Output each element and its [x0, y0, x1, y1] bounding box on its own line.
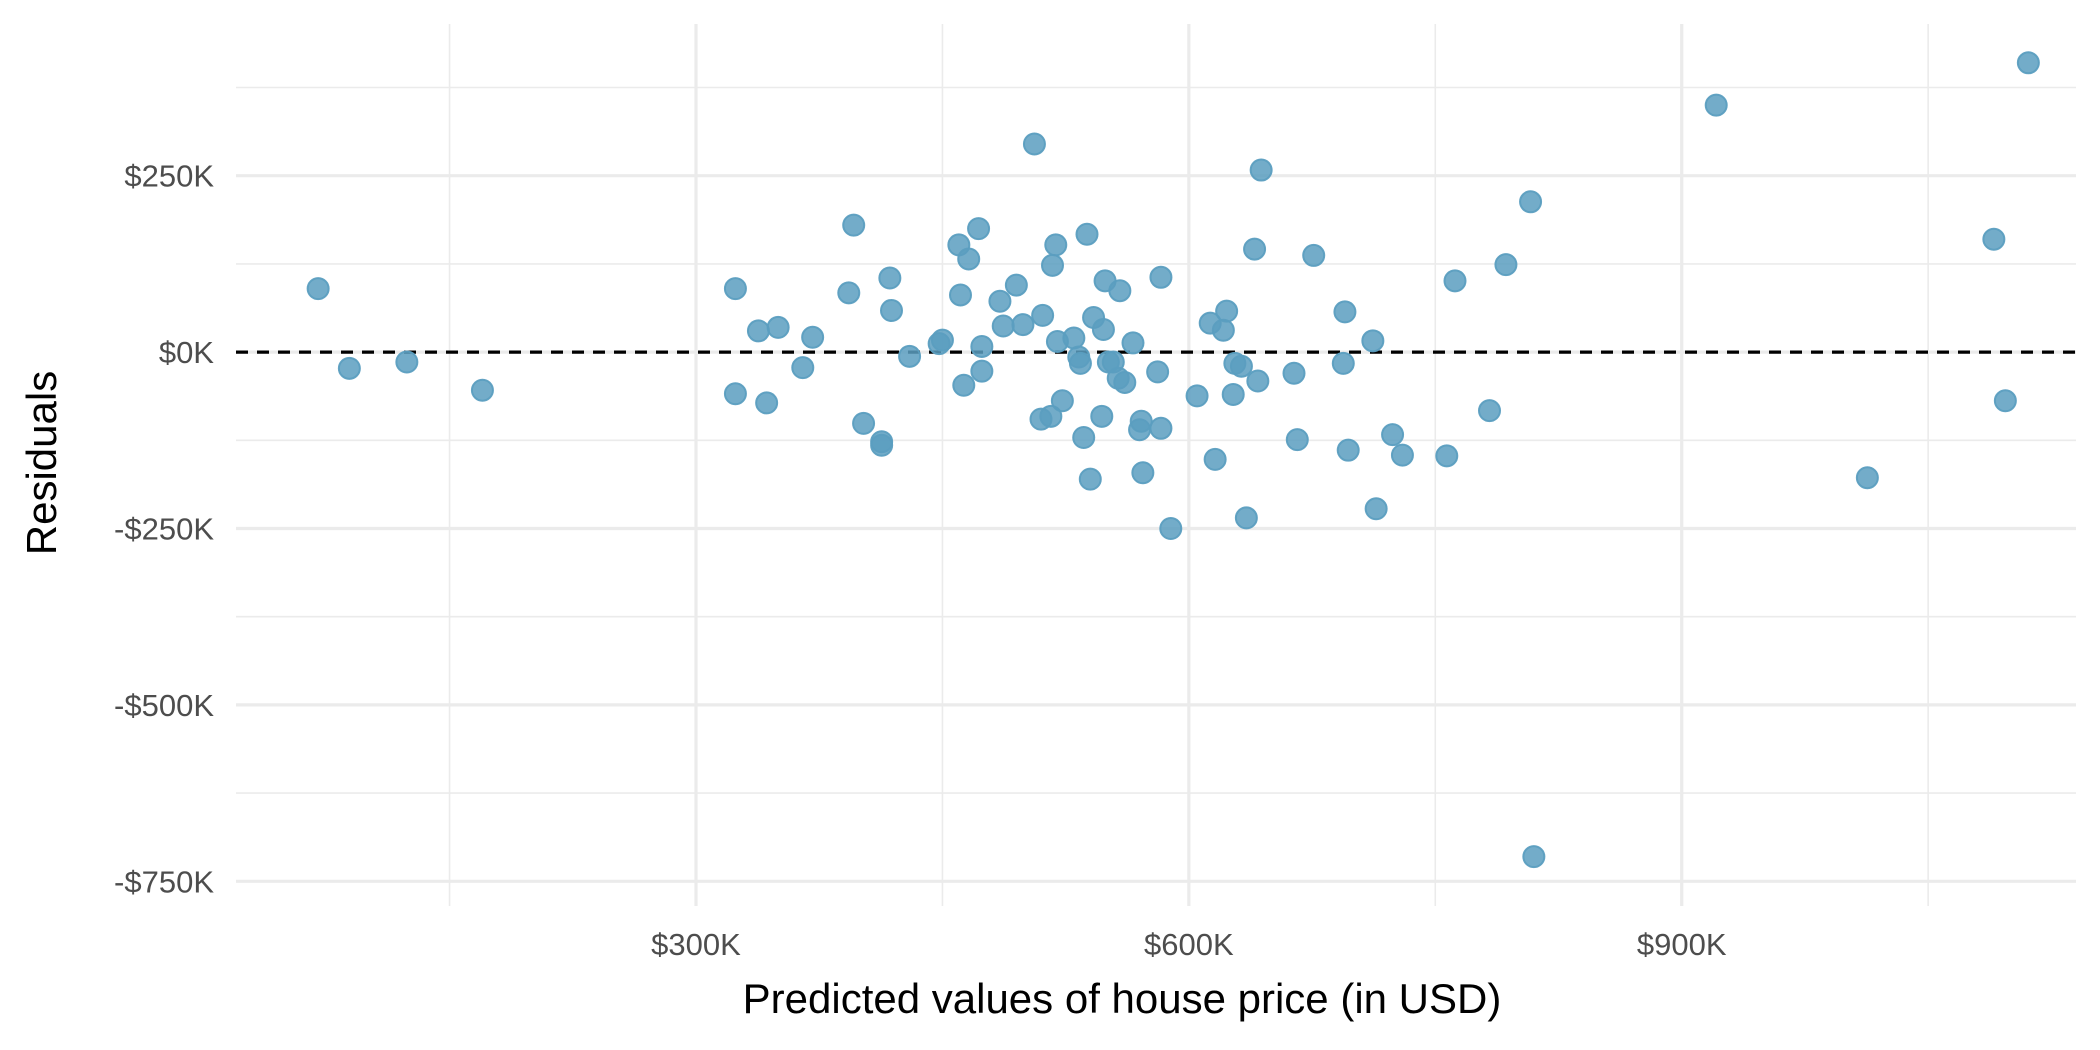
data-point: [766, 315, 790, 339]
data-point: [1435, 444, 1459, 468]
x-tick-label: $300K: [651, 927, 741, 962]
data-point: [1243, 237, 1267, 261]
data-point: [1704, 93, 1728, 117]
data-point: [1011, 313, 1035, 337]
data-point: [1050, 389, 1074, 413]
data-point: [878, 266, 902, 290]
data-point: [837, 281, 861, 305]
data-point: [1091, 318, 1115, 342]
data-point: [1234, 506, 1258, 530]
data-point: [1149, 416, 1173, 440]
data-point: [2016, 51, 2040, 75]
data-point: [1129, 409, 1153, 433]
data-point: [1522, 845, 1546, 869]
data-point: [870, 433, 894, 457]
data-point: [957, 247, 981, 271]
data-point: [1078, 467, 1102, 491]
x-tick-label: $900K: [1637, 927, 1727, 962]
data-point: [1031, 303, 1055, 327]
data-point: [755, 391, 779, 415]
data-point: [970, 359, 994, 383]
data-point: [1982, 227, 2006, 251]
data-point: [1249, 158, 1273, 182]
x-tick-label: $600K: [1144, 927, 1234, 962]
data-point: [1159, 517, 1183, 541]
data-point: [1478, 399, 1501, 423]
data-point: [1333, 300, 1357, 324]
data-point: [1331, 351, 1355, 375]
data-point: [1062, 326, 1086, 350]
data-point: [991, 314, 1015, 338]
data-point: [1146, 360, 1170, 384]
data-point: [1221, 382, 1245, 406]
data-point: [970, 334, 994, 358]
data-point: [1203, 447, 1227, 471]
data-point: [1131, 461, 1155, 485]
data-point: [1246, 369, 1270, 393]
data-point: [791, 356, 815, 380]
data-point: [723, 277, 747, 301]
data-point: [1044, 233, 1068, 257]
data-point: [470, 378, 494, 402]
data-point: [1090, 404, 1114, 428]
data-point: [1039, 404, 1063, 428]
data-point: [723, 382, 747, 406]
data-point: [1004, 273, 1028, 297]
data-point: [1041, 253, 1064, 277]
data-point: [952, 373, 976, 397]
data-point: [1519, 190, 1543, 214]
y-tick-label: -$750K: [114, 864, 214, 899]
data-point: [949, 283, 972, 307]
data-point: [1494, 253, 1518, 277]
data-point: [746, 319, 770, 343]
data-point: [898, 344, 922, 368]
data-points: [306, 51, 2040, 869]
data-point: [1855, 466, 1879, 490]
grid-lines: [236, 24, 2076, 906]
data-point: [1364, 497, 1388, 521]
data-point: [801, 325, 825, 349]
x-axis-title: Predicted values of house price (in USD): [743, 975, 1502, 1022]
tick-labels: $250K $0K -$250K -$500K -$750K $300K $600K $900…: [114, 159, 1727, 962]
data-point: [1381, 423, 1405, 447]
data-point: [1108, 279, 1132, 303]
data-point: [306, 277, 330, 301]
data-point: [1336, 438, 1360, 462]
data-point: [988, 289, 1012, 313]
y-tick-label: -$500K: [114, 688, 214, 723]
data-point: [1072, 425, 1096, 449]
data-point: [842, 213, 866, 237]
data-point: [1285, 428, 1309, 452]
data-point: [852, 411, 876, 435]
data-point: [1361, 329, 1385, 353]
data-point: [1113, 370, 1137, 394]
y-tick-label: $0K: [159, 335, 214, 370]
data-point: [1149, 265, 1173, 289]
y-tick-label: $250K: [124, 159, 214, 194]
data-point: [1068, 351, 1092, 375]
data-point: [1075, 222, 1099, 246]
data-point: [1993, 389, 2017, 413]
data-point: [1185, 384, 1209, 408]
data-point: [1282, 361, 1306, 385]
data-point: [1215, 299, 1239, 323]
data-point: [1390, 443, 1414, 467]
data-point: [880, 298, 903, 322]
data-point: [395, 350, 419, 374]
data-point: [1022, 132, 1046, 156]
data-point: [1302, 243, 1326, 267]
data-point: [967, 217, 991, 241]
data-point: [1443, 269, 1467, 293]
y-axis-title: Residuals: [18, 371, 65, 555]
data-point: [337, 356, 361, 380]
data-point: [1211, 318, 1235, 342]
data-point: [930, 328, 954, 352]
data-point: [1229, 354, 1253, 378]
y-tick-label: -$250K: [114, 512, 214, 547]
data-point: [1121, 331, 1145, 355]
